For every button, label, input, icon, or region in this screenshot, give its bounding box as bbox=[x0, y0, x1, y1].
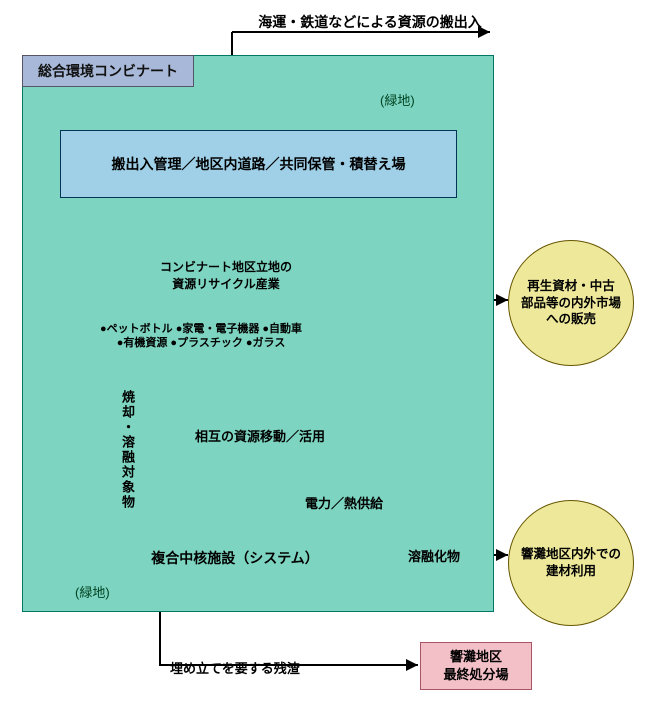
mutual-resource-label: 相互の資源移動／活用 bbox=[195, 426, 325, 445]
greenland-text: (緑地) bbox=[380, 93, 415, 108]
title-tab: 総合環境コンビナート bbox=[22, 55, 194, 87]
melt-text: 溶融化物 bbox=[408, 549, 460, 564]
residue-text: 埋め立てを要する残渣 bbox=[170, 661, 300, 676]
power-supply-label: 電力／熱供給 bbox=[305, 493, 383, 512]
incineration-vertical-label: 焼却・溶融対象物 bbox=[118, 390, 137, 510]
mutual-text: 相互の資源移動／活用 bbox=[195, 429, 325, 444]
title-text: 総合環境コンビナート bbox=[38, 61, 178, 81]
top-transport-label: 海運・鉄道などによる資源の搬出入 bbox=[220, 12, 520, 32]
hex-top-label: コンビナート地区立地の 資源リサイクル産業 bbox=[160, 258, 292, 292]
power-text: 電力／熱供給 bbox=[305, 496, 383, 511]
vert-text: 焼却・溶融対象物 bbox=[120, 390, 135, 510]
core-facility-text: 複合中核施設（システム） bbox=[151, 550, 319, 566]
final-disposal-box: 響灘地区最終処分場 bbox=[420, 642, 532, 690]
hex-items-label: ●ペットボトル ●家電・電子機器 ●自動車●有機資源 ●プラスチック ●ガラス bbox=[100, 322, 302, 351]
greenland-text: (緑地) bbox=[75, 585, 110, 600]
management-text: 搬出入管理／地区内道路／共同保管・積替え場 bbox=[112, 154, 406, 174]
management-box: 搬出入管理／地区内道路／共同保管・積替え場 bbox=[60, 130, 457, 198]
greenland-label-bottom: (緑地) bbox=[75, 582, 110, 601]
melt-label: 溶融化物 bbox=[408, 546, 460, 565]
hex-top-line1: コンビナート地区立地の bbox=[160, 260, 292, 274]
core-facility-label: 複合中核施設（システム） bbox=[110, 548, 360, 568]
sales-circle: 再生資材・中古部品等の内外市場への販売 bbox=[508, 240, 634, 366]
hex-top-line2: 資源リサイクル産業 bbox=[172, 277, 279, 291]
diagram-canvas: 総合環境コンビナート (緑地) (緑地) 海運・鉄道などによる資源の搬出入 搬出… bbox=[0, 0, 652, 710]
residue-label: 埋め立てを要する残渣 bbox=[170, 658, 300, 677]
top-label-text: 海運・鉄道などによる資源の搬出入 bbox=[258, 14, 482, 30]
greenland-label-top: (緑地) bbox=[380, 90, 415, 109]
building-material-circle: 響灘地区内外での建材利用 bbox=[508, 500, 634, 626]
